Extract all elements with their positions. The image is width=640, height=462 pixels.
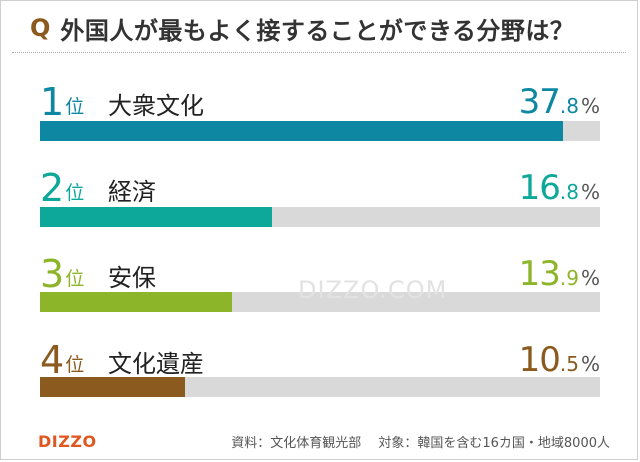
rank-suffix: 位 — [65, 354, 85, 376]
category-label: 文化遺産 — [108, 350, 204, 378]
value-decimal: .8 — [559, 180, 579, 204]
category-label: 経済 — [108, 178, 156, 206]
value-label: 10.5% — [519, 332, 600, 380]
bar-track — [40, 292, 600, 312]
value-integer: 37 — [518, 82, 561, 122]
rank-number: 2 — [40, 166, 65, 210]
value-unit: % — [580, 94, 600, 118]
title-text: 外国人が最もよく接することができる分野は？ — [60, 16, 575, 45]
bar-4 — [40, 377, 185, 397]
watermark: DIZZO.COM — [298, 276, 448, 304]
category-label: 安保 — [108, 264, 156, 292]
rank-suffix: 位 — [65, 96, 85, 118]
value-decimal: .8 — [559, 94, 579, 118]
title-divider — [12, 52, 626, 53]
value-unit: % — [580, 180, 600, 204]
value-label: 37.8% — [519, 74, 600, 122]
bar-2 — [40, 207, 272, 227]
value-unit: % — [580, 352, 600, 376]
question-mark-label: Q — [30, 14, 51, 42]
rank-suffix: 位 — [65, 182, 85, 204]
rank-number: 3 — [40, 252, 65, 296]
rank-suffix: 位 — [65, 268, 85, 290]
category-label: 大衆文化 — [108, 92, 204, 120]
value-decimal: .9 — [559, 266, 579, 290]
bar-track — [40, 377, 600, 397]
value-integer: 16 — [518, 168, 561, 208]
value-integer: 13 — [518, 254, 561, 294]
chart-title: Q 外国人が最もよく接することができる分野は？ — [30, 10, 574, 46]
value-decimal: .5 — [559, 352, 579, 376]
bar-3 — [40, 292, 232, 312]
bar-track — [40, 121, 600, 141]
value-integer: 10 — [518, 340, 561, 380]
value-unit: % — [580, 266, 600, 290]
brand-logo: DIZZO — [38, 432, 97, 451]
bar-1 — [40, 121, 563, 141]
value-label: 13.9% — [519, 246, 600, 294]
value-label: 16.8% — [519, 160, 600, 208]
rank-number: 4 — [40, 338, 65, 382]
rank-number: 1 — [40, 80, 65, 124]
bar-track — [40, 207, 600, 227]
source-note: 資料：文化体育観光部 対象：韓国を含む16カ国・地域8000人 — [231, 436, 610, 451]
